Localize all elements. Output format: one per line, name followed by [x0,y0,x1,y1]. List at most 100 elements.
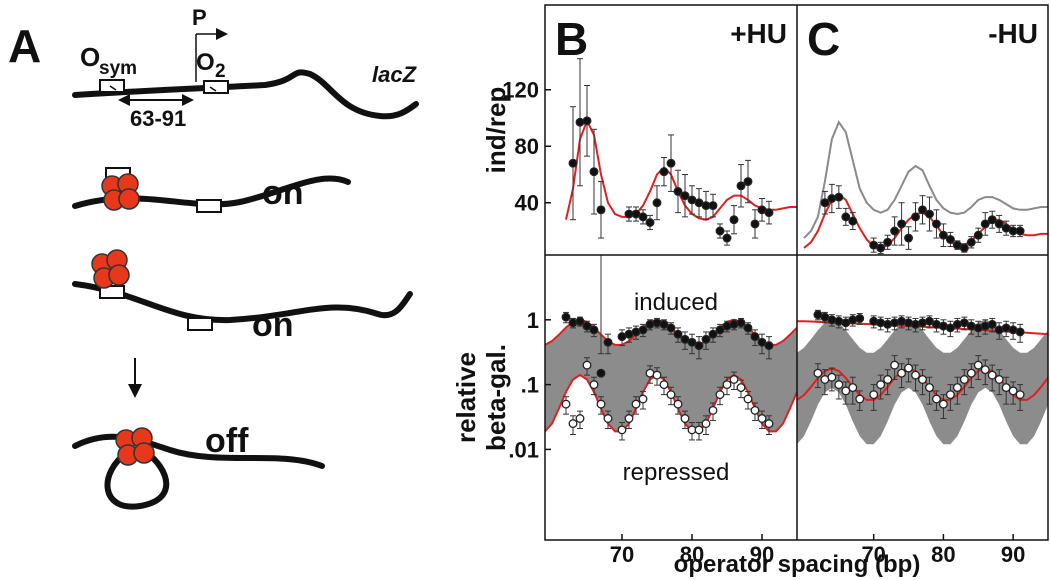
data-point [973,230,983,240]
data-point [959,375,969,384]
data-point [820,198,830,208]
data-point [834,380,844,390]
data-point [987,215,997,225]
data-point [855,394,865,404]
dna [72,69,419,120]
data-point [966,237,976,247]
data-point [848,315,858,325]
arrowhead [128,384,142,398]
data-point [680,191,690,201]
dna-loop [104,449,170,510]
data-point [897,219,907,229]
data-point [757,414,767,423]
data-point [694,341,704,351]
curve [565,118,797,221]
data-point [603,337,613,347]
data-point [994,375,1004,384]
plot [565,58,797,246]
data-point [757,337,767,347]
operator-mark [109,85,217,92]
x-tick-label: 80 [931,542,955,567]
data-point [848,383,858,393]
data-point [652,370,662,380]
data-point [561,312,571,322]
data-point [694,425,704,435]
x-tick-label: 90 [1001,542,1025,567]
data-point [708,329,718,339]
data-point [666,158,676,168]
data-point [813,368,823,378]
data-point [945,390,955,400]
annotation: induced [634,289,718,316]
data-point [994,219,1004,229]
state-label: on [262,174,304,212]
data-point [883,375,893,384]
data-point [918,375,927,384]
data-point [736,318,746,328]
data-point [904,233,914,243]
panel-tag: -HU [988,18,1038,49]
data-point [568,419,578,429]
data-point [827,315,837,325]
data-point [918,205,927,215]
label: lacZ [372,62,418,87]
panel-tag: +HU [730,18,787,49]
data-point [729,375,739,384]
data-point [673,329,683,339]
data-point [890,226,900,236]
data-point [652,198,662,208]
label: O [196,49,215,76]
label: 63-91 [130,106,186,131]
data-point [1015,226,1025,236]
annotation: repressed [623,459,730,486]
y-tick-label: 120 [502,78,539,103]
data-point [834,192,844,202]
data-point [708,405,718,415]
data-point [645,319,655,329]
data-point [897,316,907,326]
dna [72,281,413,324]
data-point [624,414,634,423]
curve [803,120,1048,239]
arrowhead [216,28,228,40]
y-tick-label: 80 [515,134,539,159]
data-point [855,313,865,323]
operator [203,80,229,94]
data-point [945,323,955,333]
data-point [827,194,837,203]
x-tick-label: 80 [680,542,704,567]
data-point [722,380,732,390]
data-point [575,117,585,127]
data-point [715,390,725,400]
data-point [918,318,927,328]
data-point [834,316,844,326]
data-point [701,419,711,429]
data-point [743,177,753,187]
data-point [582,360,592,370]
repressor [115,427,155,466]
plot [803,120,1048,255]
data-point [666,323,676,333]
data-point [973,360,983,370]
label: O [80,42,100,72]
dna [72,433,325,469]
data-point [750,405,760,415]
data-point [841,386,851,396]
data-point [959,243,969,253]
y-axis-label: beta-gal. [481,344,511,451]
data-point [589,380,599,390]
data-point [638,325,648,335]
data-point [568,318,578,328]
data-point [561,399,571,409]
data-point [659,167,669,177]
data-point [904,363,914,373]
x-axis-label: operator spacing (bp) [674,551,921,578]
data-point [673,399,683,409]
y-tick-label: .1 [521,373,539,398]
plot [545,255,797,441]
data-point [980,365,990,375]
data-point [708,201,718,211]
repressor [91,249,130,289]
data-point [750,219,760,229]
